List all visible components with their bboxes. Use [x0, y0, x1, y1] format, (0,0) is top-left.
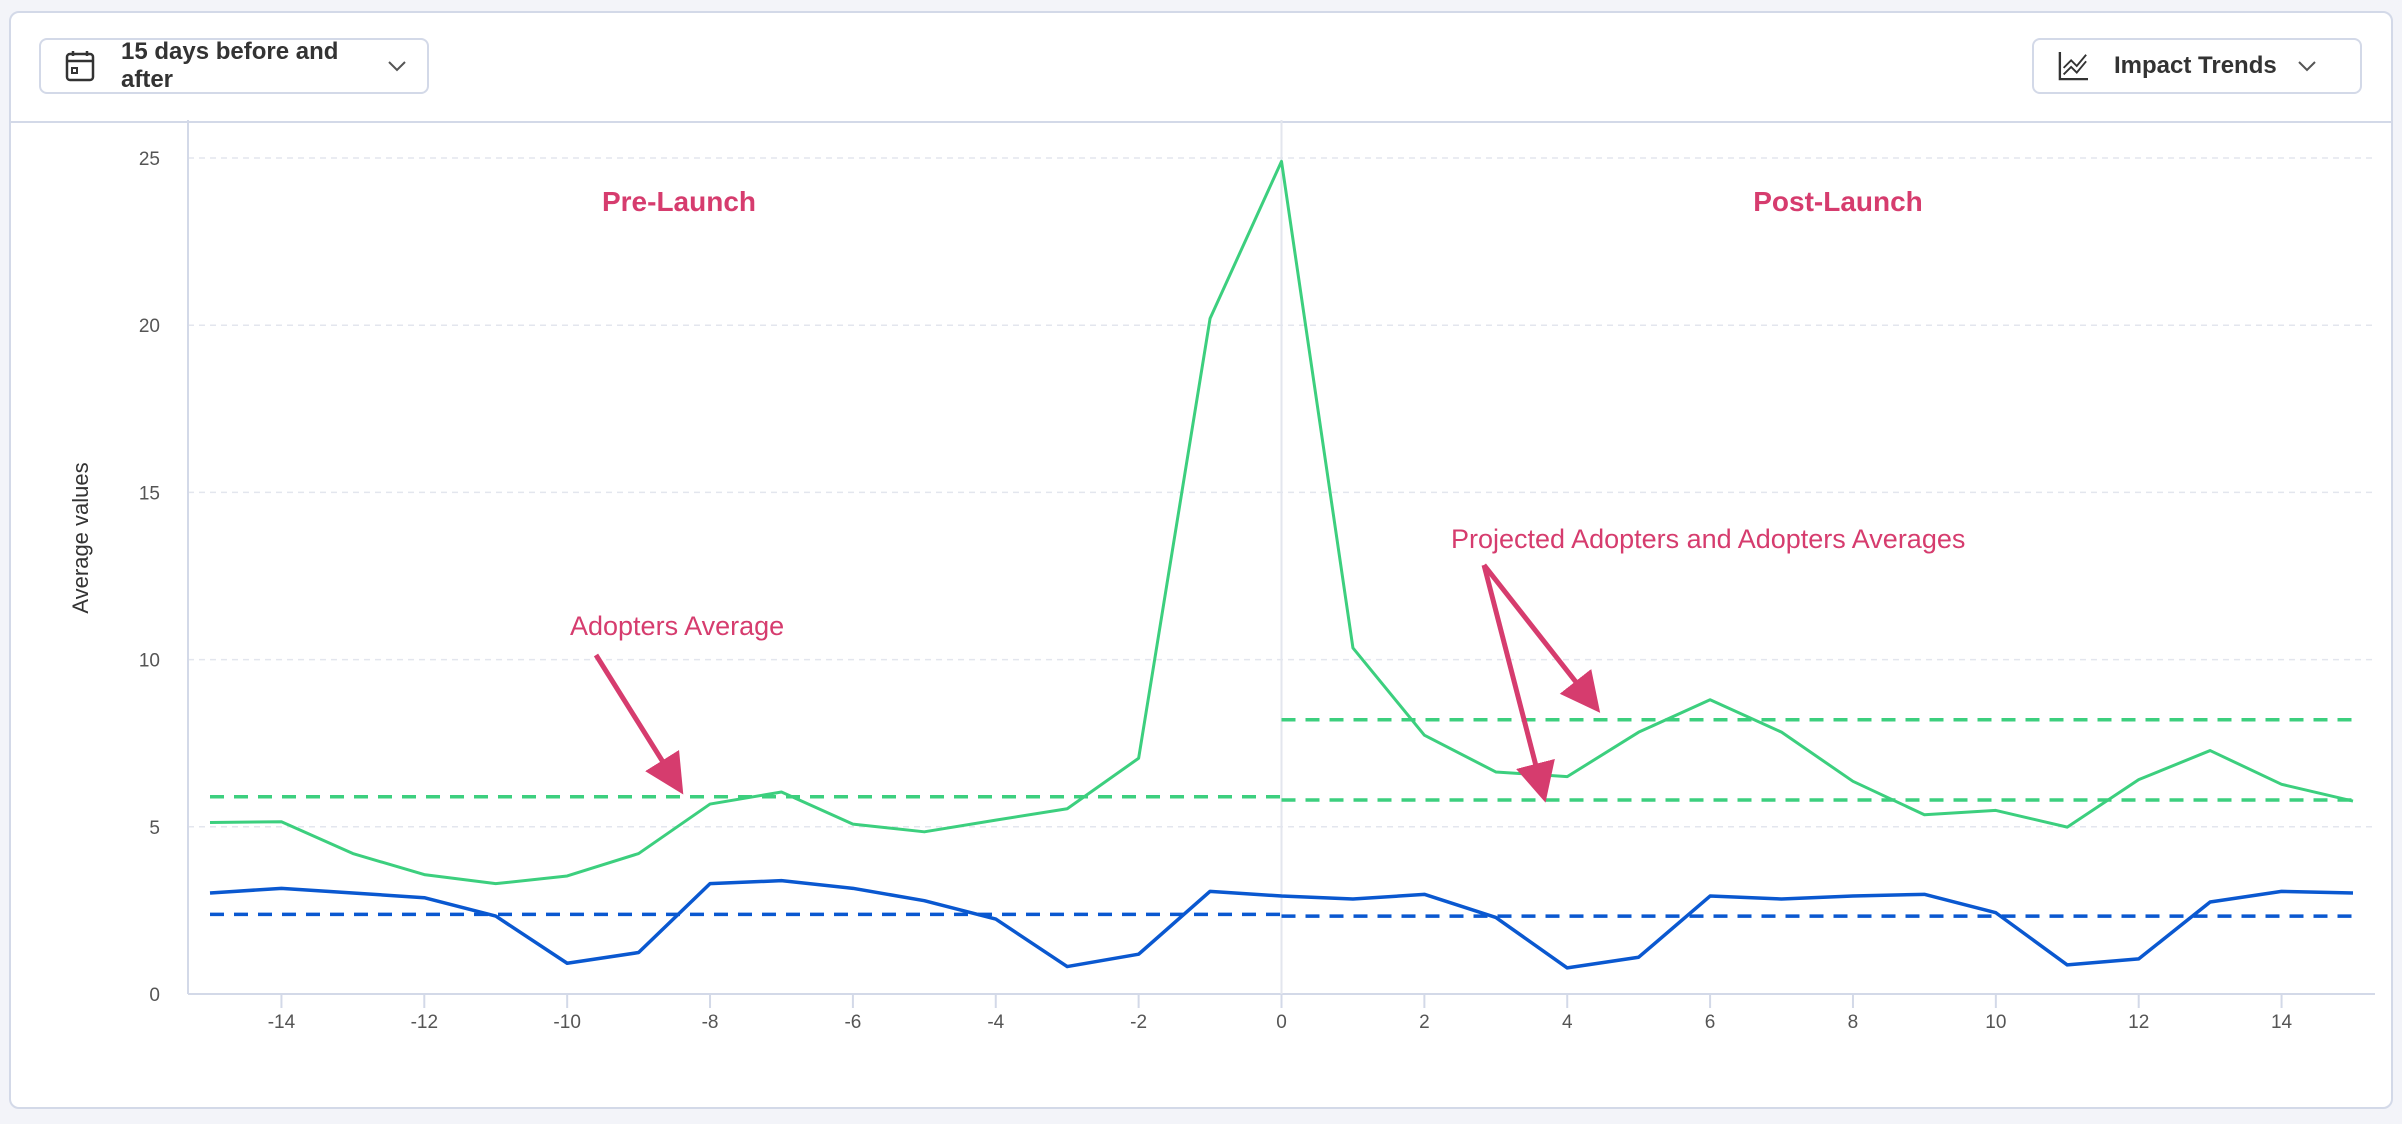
- y-tick-label: 15: [139, 483, 160, 504]
- y-tick-label: 25: [139, 149, 160, 170]
- chart-view-label: Impact Trends: [2114, 52, 2277, 79]
- baseline-series-line: [209, 878, 2354, 970]
- post-launch-label: Post-Launch: [1753, 186, 1923, 217]
- impact-chart-card: 15 days before and after Impact Trends: [9, 11, 2393, 1109]
- x-tick-label: 14: [2271, 1012, 2293, 1033]
- annotation-arrow: [1482, 563, 1601, 713]
- y-tick-label: 0: [149, 985, 160, 1006]
- annotation-arrow: [593, 653, 684, 795]
- x-tick-label: -10: [553, 1012, 580, 1033]
- pre-launch-label: Pre-Launch: [602, 186, 756, 217]
- x-tick-label: 2: [1419, 1012, 1430, 1033]
- axes: 0 5 10 15 20 25 -14 -12 -10 -8 -6 -4 -2 0 2 4 6 8 10 12 14: [139, 120, 2375, 1033]
- y-tick-label: 5: [149, 818, 160, 839]
- annotation-arrow: [1481, 564, 1555, 803]
- chart-view-dropdown[interactable]: Impact Trends: [2032, 38, 2362, 94]
- line-chart-icon: [2058, 50, 2088, 82]
- x-tick-label: -14: [268, 1012, 296, 1033]
- x-tick-label: -4: [987, 1012, 1004, 1033]
- adopters-series-line: [209, 159, 2354, 886]
- series-lines: [209, 159, 2354, 970]
- x-tick-label: -8: [702, 1012, 719, 1033]
- x-tick-label: 0: [1276, 1012, 1287, 1033]
- y-tick-label: 20: [139, 316, 160, 337]
- chevron-down-icon: [2297, 60, 2317, 72]
- y-tick-label: 10: [139, 651, 160, 672]
- x-tick-label: 4: [1562, 1012, 1573, 1033]
- x-tick-label: -6: [844, 1012, 861, 1033]
- calendar-icon: [65, 50, 95, 82]
- chevron-down-icon: [387, 60, 407, 72]
- chart-toolbar: 15 days before and after Impact Trends: [11, 13, 2391, 123]
- date-range-label: 15 days before and after: [121, 38, 339, 93]
- x-tick-label: 8: [1848, 1012, 1859, 1033]
- y-axis-label: Average values: [68, 462, 93, 613]
- projected-averages-annotation: Projected Adopters and Adopters Averages: [1451, 524, 1965, 554]
- x-tick-label: 12: [2128, 1012, 2149, 1033]
- x-tick-label: -2: [1130, 1012, 1147, 1033]
- x-tick-label: 6: [1705, 1012, 1716, 1033]
- average-lines: [210, 718, 2353, 918]
- x-tick-label: 10: [1985, 1012, 2006, 1033]
- adopters-average-annotation: Adopters Average: [570, 611, 784, 641]
- date-range-dropdown[interactable]: 15 days before and after: [39, 38, 429, 94]
- x-tick-label: -12: [411, 1012, 438, 1033]
